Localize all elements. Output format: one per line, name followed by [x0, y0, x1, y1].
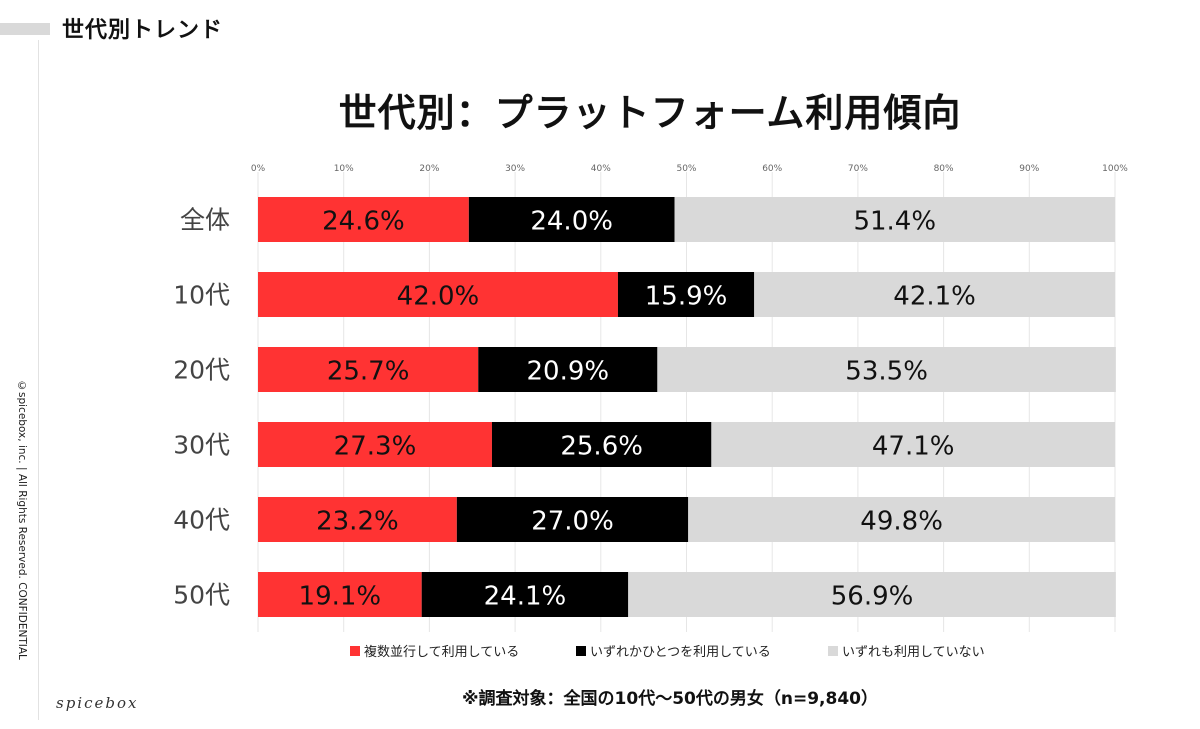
bar-segment	[258, 422, 492, 467]
value-label: 49.8%	[860, 507, 943, 537]
copyright-notice: ©spicebox, inc. | All Rights Reserved. C…	[16, 380, 28, 660]
bar-segment	[617, 272, 755, 317]
x-tick-label: 100%	[1102, 164, 1128, 174]
value-label: 24.1%	[484, 582, 567, 612]
x-tick-label: 30%	[505, 164, 525, 174]
bar-segment	[478, 347, 658, 392]
bar-segment	[657, 347, 1116, 392]
x-axis-ticks: 0% 10% 20% 30% 40% 50% 60% 70% 80% 90% 100%	[251, 164, 1128, 174]
bar-segment	[674, 197, 1115, 242]
x-tick-label: 10%	[334, 164, 354, 174]
bar-segment	[258, 572, 422, 617]
value-label: 20.9%	[527, 357, 610, 387]
survey-footnote: ※調査対象：全国の10代〜50代の男女（n=9,840）	[462, 689, 878, 709]
category-labels: 全体 10代 20代 30代 40代 50代	[173, 206, 230, 610]
value-label: 27.3%	[334, 432, 417, 462]
x-tick-label: 60%	[762, 164, 782, 174]
value-label: 24.0%	[530, 207, 613, 237]
category-label: 全体	[180, 206, 230, 235]
bar-segment	[258, 497, 457, 542]
bar-segment	[628, 572, 1116, 617]
x-tick-label: 50%	[676, 164, 696, 174]
left-divider	[38, 40, 39, 720]
value-label: 56.9%	[831, 582, 914, 612]
value-label: 42.1%	[893, 282, 976, 312]
x-tick-label: 40%	[591, 164, 611, 174]
header-accent-bar	[0, 23, 50, 35]
legend-swatch	[350, 646, 360, 656]
category-label: 50代	[173, 581, 230, 610]
bar-segment	[258, 272, 618, 317]
chart-title: 世代別：プラットフォーム利用傾向	[338, 91, 962, 135]
category-label: 20代	[173, 356, 230, 385]
value-label: 19.1%	[299, 582, 382, 612]
bar-segment	[456, 497, 689, 542]
x-tick-label: 0%	[251, 164, 266, 174]
value-label: 24.6%	[322, 207, 405, 237]
value-label: 47.1%	[872, 432, 955, 462]
value-labels: 24.6% 24.0% 51.4% 42.0% 15.9% 42.1% 25.7% 20.9%…	[299, 207, 976, 612]
x-tick-label: 20%	[419, 164, 439, 174]
value-label: 25.6%	[560, 432, 643, 462]
gridlines	[257, 172, 1116, 632]
value-label: 42.0%	[397, 282, 480, 312]
bar-segment	[421, 572, 629, 617]
brand-logo: spicebox	[56, 694, 139, 712]
bar-segment	[258, 347, 479, 392]
category-label: 40代	[173, 506, 230, 535]
value-label: 51.4%	[853, 207, 936, 237]
category-label: 10代	[173, 281, 230, 310]
bars	[258, 197, 1116, 617]
bar-segment	[258, 197, 469, 242]
x-tick-label: 90%	[1019, 164, 1039, 174]
value-label: 15.9%	[645, 282, 728, 312]
x-tick-label: 70%	[848, 164, 868, 174]
legend-label: いずれも利用していない	[842, 645, 985, 660]
bar-segment	[711, 422, 1115, 467]
bar-segment	[688, 497, 1115, 542]
value-label: 23.2%	[316, 507, 399, 537]
bar-segment	[754, 272, 1115, 317]
legend-label: いずれかひとつを利用している	[590, 645, 771, 660]
value-label: 27.0%	[531, 507, 614, 537]
bar-segment	[491, 422, 712, 467]
x-tick-label: 80%	[934, 164, 954, 174]
legend-swatch	[828, 646, 838, 656]
section-title: 世代別トレンド	[62, 18, 224, 43]
legend: 複数並行して利用している いずれかひとつを利用している いずれも利用していない	[350, 644, 985, 660]
value-label: 25.7%	[327, 357, 410, 387]
legend-swatch	[576, 646, 586, 656]
value-label: 53.5%	[845, 357, 928, 387]
bar-segment	[468, 197, 675, 242]
legend-label: 複数並行して利用している	[364, 644, 519, 660]
category-label: 30代	[173, 431, 230, 460]
